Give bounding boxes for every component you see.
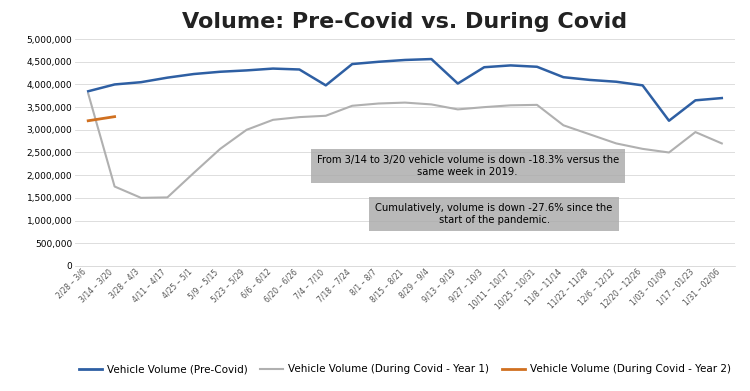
Text: Cumulatively, volume is down -27.6% since the
start of the pandemic.: Cumulatively, volume is down -27.6% sinc…	[376, 203, 613, 224]
Title: Volume: Pre-Covid vs. During Covid: Volume: Pre-Covid vs. During Covid	[182, 12, 628, 32]
Text: From 3/14 to 3/20 vehicle volume is down -18.3% versus the
same week in 2019.: From 3/14 to 3/20 vehicle volume is down…	[316, 155, 619, 177]
Legend: Vehicle Volume (Pre-Covid), Vehicle Volume (During Covid - Year 1), Vehicle Volu: Vehicle Volume (Pre-Covid), Vehicle Volu…	[75, 360, 735, 378]
